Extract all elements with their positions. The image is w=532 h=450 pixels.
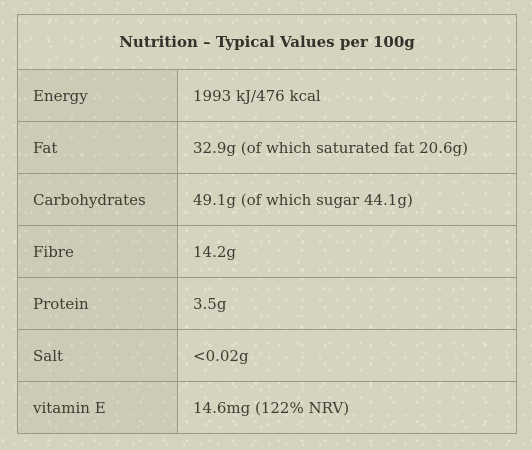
nutrient-label: Fibre <box>17 225 178 278</box>
nutrient-value: 32.9g (of which saturated fat 20.6g) <box>176 121 518 174</box>
nutrition-table-container: Nutrition – Typical Values per 100g Ener… <box>16 14 518 434</box>
table-row-protein: Protein 3.5g <box>17 277 518 330</box>
table-row-carbohydrates: Carbohydrates 49.1g (of which sugar 44.1… <box>17 173 518 226</box>
nutrition-table: Nutrition – Typical Values per 100g Ener… <box>16 14 518 434</box>
nutrient-value: 14.6mg (122% NRV) <box>176 381 518 434</box>
table-title: Nutrition – Typical Values per 100g <box>16 14 518 70</box>
table-row-fat: Fat 32.9g (of which saturated fat 20.6g) <box>17 121 518 174</box>
table-row-energy: Energy 1993 kJ/476 kcal <box>17 69 518 122</box>
nutrient-value: <0.02g <box>176 329 518 382</box>
nutrient-label: Salt <box>17 329 178 382</box>
nutrient-label: Carbohydrates <box>17 173 178 226</box>
nutrient-label: vitamin E <box>17 381 178 434</box>
nutrient-value: 49.1g (of which sugar 44.1g) <box>176 173 518 226</box>
nutrient-value: 3.5g <box>176 277 518 330</box>
table-row-vitamin-e: vitamin E 14.6mg (122% NRV) <box>17 381 518 434</box>
nutrient-label: Energy <box>17 69 178 122</box>
nutrient-label: Fat <box>17 121 178 174</box>
table-row-fibre: Fibre 14.2g <box>17 225 518 278</box>
table-row-salt: Salt <0.02g <box>17 329 518 382</box>
table-header-row: Nutrition – Typical Values per 100g <box>16 14 518 70</box>
nutrient-value: 14.2g <box>176 225 518 278</box>
nutrient-value: 1993 kJ/476 kcal <box>176 69 518 122</box>
nutrient-label: Protein <box>17 277 178 330</box>
